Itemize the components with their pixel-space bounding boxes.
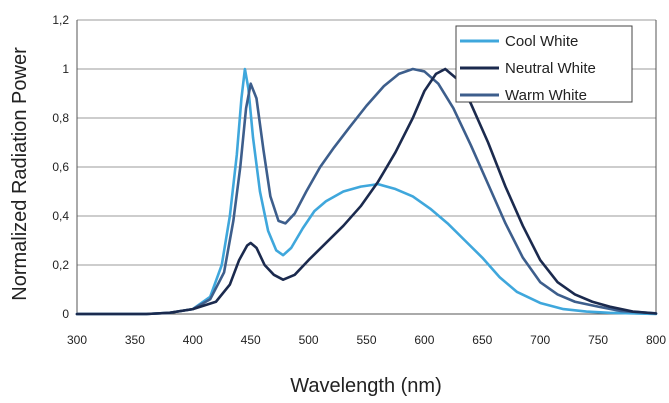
series-lines bbox=[75, 67, 658, 316]
legend-box bbox=[455, 25, 633, 103]
gridlines bbox=[77, 19, 656, 266]
y-tick-label: 0,4 bbox=[52, 209, 69, 223]
y-tick-label: 1 bbox=[62, 62, 69, 76]
x-tick-label: 600 bbox=[414, 333, 434, 347]
y-tick-label: 0 bbox=[62, 307, 69, 321]
y-tick-label: 0,8 bbox=[52, 111, 69, 125]
x-tick-label: 450 bbox=[241, 333, 261, 347]
series-line-cool-white bbox=[75, 67, 658, 316]
x-tick-label: 350 bbox=[125, 333, 145, 347]
y-tick-label: 0,6 bbox=[52, 160, 69, 174]
y-tick-label: 1,2 bbox=[52, 13, 69, 27]
legend-label: Cool White bbox=[505, 33, 578, 50]
legend-label: Warm White bbox=[505, 87, 587, 104]
x-tick-label: 650 bbox=[472, 333, 492, 347]
x-tick-label: 700 bbox=[530, 333, 550, 347]
x-tick-label: 800 bbox=[646, 333, 666, 347]
series-line-warm-white bbox=[75, 67, 658, 316]
x-tick-label: 550 bbox=[356, 333, 376, 347]
series-line-neutral-white bbox=[75, 67, 658, 316]
legend-label: Neutral White bbox=[505, 60, 596, 77]
y-axis-title: Normalized Radiation Power bbox=[9, 47, 31, 301]
x-tick-label: 400 bbox=[183, 333, 203, 347]
legend: Cool White Neutral White Warm White bbox=[455, 25, 633, 104]
axes bbox=[76, 20, 657, 315]
y-tick-labels: 0 0,2 0,4 0,6 0,8 1 1,2 bbox=[52, 13, 69, 321]
x-tick-label: 750 bbox=[588, 333, 608, 347]
x-axis-title: Wavelength (nm) bbox=[290, 375, 442, 397]
x-tick-label: 500 bbox=[299, 333, 319, 347]
x-tick-label: 300 bbox=[67, 333, 87, 347]
x-tick-labels: 300 350 400 450 500 550 600 650 700 750 800 bbox=[67, 333, 666, 347]
y-tick-label: 0,2 bbox=[52, 258, 69, 272]
